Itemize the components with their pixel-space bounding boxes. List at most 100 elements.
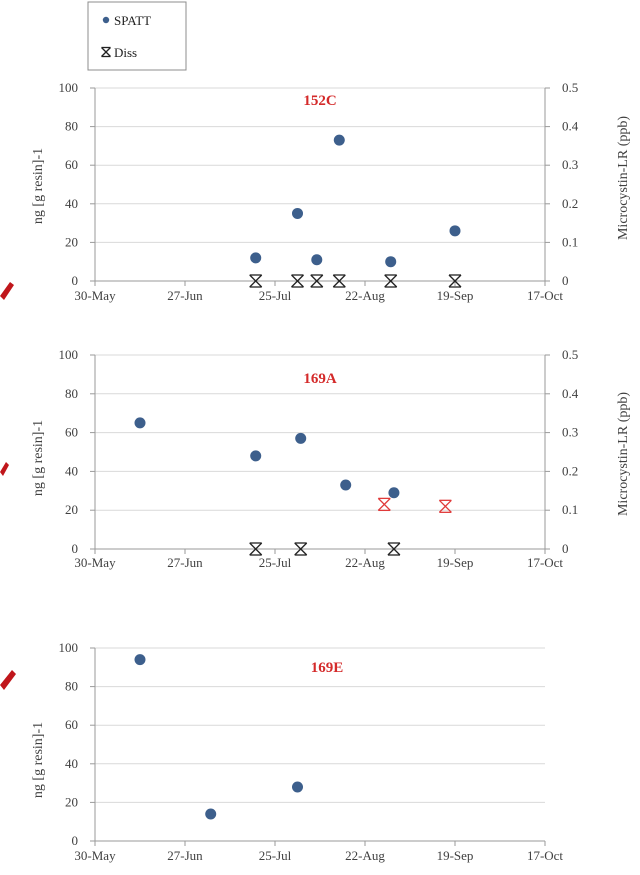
arrow-mark-1 xyxy=(0,282,14,300)
x-tick-label: 17-Oct xyxy=(527,848,563,863)
y-tick-left-label: 0 xyxy=(72,541,79,556)
diss-marker-stroke xyxy=(101,47,111,57)
y-tick-left-label: 100 xyxy=(59,347,79,362)
y-tick-right-label: 0.4 xyxy=(562,119,579,134)
diss-marker-stroke xyxy=(332,274,346,288)
y-tick-left-label: 100 xyxy=(59,80,79,95)
x-tick-label: 19-Sep xyxy=(437,288,474,303)
diss-marker-stroke xyxy=(294,542,308,556)
diss-marker-stroke xyxy=(249,542,263,556)
diss-point xyxy=(291,274,304,288)
spatt-point xyxy=(134,654,146,666)
panel-title-169a: 169A xyxy=(303,371,337,387)
diss-point xyxy=(438,499,452,513)
y-tick-left-label: 40 xyxy=(65,463,78,478)
legend-spatt-marker xyxy=(102,16,110,24)
y-tick-left-label: 40 xyxy=(65,756,78,771)
legend-box xyxy=(87,1,187,71)
diss-marker-stroke xyxy=(387,542,401,556)
diss-marker-stroke xyxy=(384,274,398,288)
x-tick-label: 19-Sep xyxy=(437,555,474,570)
y-tick-left-label: 60 xyxy=(65,425,78,440)
y-axis-right-label-152c: Microcystin-LR (ppb) xyxy=(616,116,631,240)
y-tick-left-label: 80 xyxy=(65,119,78,134)
panel-152c: 152C ng [g resin]-1 Microcystin-LR (ppb)… xyxy=(31,80,631,303)
diss-point xyxy=(384,274,398,288)
diss-point xyxy=(332,274,346,288)
x-tick-label: 25-Jul xyxy=(259,848,292,863)
diss-marker-stroke xyxy=(377,497,391,511)
y-tick-left-label: 80 xyxy=(65,386,78,401)
y-tick-right-label: 0.1 xyxy=(562,502,578,517)
spatt-point xyxy=(250,252,262,264)
diss-point xyxy=(377,497,391,512)
y-tick-right-label: 0.2 xyxy=(562,463,578,478)
y-tick-right-label: 0 xyxy=(562,541,569,556)
y-tick-right-label: 0.3 xyxy=(562,425,578,440)
y-tick-right-label: 0.5 xyxy=(562,347,578,362)
diss-marker-stroke xyxy=(291,274,304,288)
y-tick-left-label: 20 xyxy=(65,502,78,517)
y-axis-left-label-169e: ng [g resin]-1 xyxy=(31,722,46,798)
y-tick-right-label: 0.2 xyxy=(562,196,578,211)
y-axis-left-label-152c: ng [g resin]-1 xyxy=(31,148,46,224)
y-tick-right-label: 0 xyxy=(562,273,569,288)
diss-point xyxy=(448,274,462,288)
legend-diss-marker xyxy=(101,46,111,58)
spatt-point xyxy=(250,450,262,462)
y-axis-right-label-169a: Microcystin-LR (ppb) xyxy=(616,392,631,516)
diss-point xyxy=(294,542,308,556)
y-tick-right-label: 0.4 xyxy=(562,386,579,401)
y-tick-right-label: 0.5 xyxy=(562,80,578,95)
decorative-arrow-marks xyxy=(0,282,16,690)
spatt-point xyxy=(340,479,352,491)
y-tick-left-label: 100 xyxy=(59,640,79,655)
x-tick-label: 30-May xyxy=(74,555,116,570)
y-tick-left-label: 0 xyxy=(72,833,79,848)
x-tick-label: 17-Oct xyxy=(527,288,563,303)
x-tick-label: 17-Oct xyxy=(527,555,563,570)
x-tick-label: 22-Aug xyxy=(345,848,385,863)
panel-169a: 169A ng [g resin]-1 Microcystin-LR (ppb)… xyxy=(31,347,631,570)
x-tick-label: 22-Aug xyxy=(345,555,385,570)
spatt-point xyxy=(134,417,146,429)
arrow-mark-2 xyxy=(0,462,9,476)
spatt-point xyxy=(311,254,323,266)
x-tick-label: 19-Sep xyxy=(437,848,474,863)
y-tick-left-label: 40 xyxy=(65,196,78,211)
legend-spatt-label: SPATT xyxy=(114,13,151,28)
spatt-point xyxy=(295,432,307,444)
y-tick-left-label: 20 xyxy=(65,234,78,249)
x-tick-label: 30-May xyxy=(74,288,116,303)
x-tick-label: 27-Jun xyxy=(167,555,203,570)
diss-marker-stroke xyxy=(310,274,324,288)
x-tick-label: 25-Jul xyxy=(259,288,292,303)
y-axis-left-label-text-152c: ng [g resin]-1 xyxy=(31,148,46,224)
diss-point xyxy=(310,274,324,288)
panel-title-152c: 152C xyxy=(303,93,336,109)
diss-marker-stroke xyxy=(249,274,263,288)
y-tick-left-label: 60 xyxy=(65,717,78,732)
legend-diss-label: Diss xyxy=(114,45,137,60)
spatt-point xyxy=(292,781,303,793)
spatt-point xyxy=(385,256,397,268)
y-tick-left-label: 20 xyxy=(65,794,78,809)
x-tick-label: 22-Aug xyxy=(345,288,385,303)
x-tick-label: 27-Jun xyxy=(167,288,203,303)
diss-point xyxy=(249,542,263,556)
y-tick-left-label: 80 xyxy=(65,679,78,694)
diss-marker-stroke xyxy=(438,499,452,513)
y-tick-left-label: 60 xyxy=(65,157,78,172)
diss-point xyxy=(249,274,263,288)
x-tick-label: 27-Jun xyxy=(167,848,203,863)
spatt-point xyxy=(205,808,217,820)
diss-marker-stroke xyxy=(448,274,462,288)
spatt-point xyxy=(333,134,345,146)
panel-169e: 169E ng [g resin]-1 0 20 40 60 80 100 30-May 27… xyxy=(31,640,563,863)
panel-title-169e: 169E xyxy=(311,660,344,676)
spatt-point xyxy=(292,207,303,219)
y-axis-left-label-169a: ng [g resin]-1 xyxy=(31,420,46,496)
y-tick-left-label: 0 xyxy=(72,273,79,288)
arrow-mark-3 xyxy=(0,670,16,690)
